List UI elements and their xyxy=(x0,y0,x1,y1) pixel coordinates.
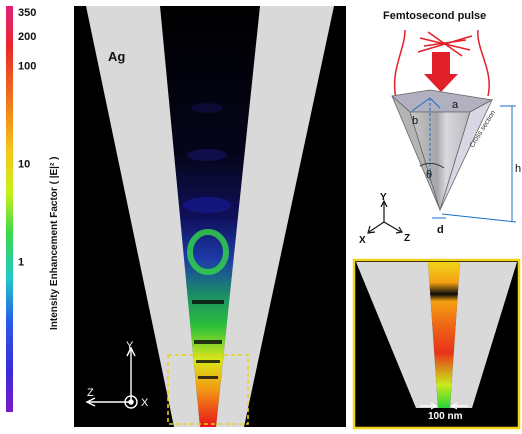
colorbar-tick-label: 350 xyxy=(18,7,36,19)
material-label: Ag xyxy=(108,49,125,64)
field-ring xyxy=(187,229,229,275)
colorbar-tick-label: 100 xyxy=(18,60,36,72)
schematic-axis-y: Y xyxy=(380,192,387,203)
schematic: Femtosecond pulse a b θ Cross section h … xyxy=(359,10,521,246)
zoom-panel-border xyxy=(352,258,521,430)
theta-arc xyxy=(419,162,445,169)
colorbar-label: Intensity Enhancement Factor ( |E|² ) xyxy=(49,157,60,330)
zoom-silver-right xyxy=(450,262,517,408)
cone-body-right xyxy=(439,99,493,211)
field-gap xyxy=(160,6,260,427)
label-b: b xyxy=(412,115,418,127)
silver-tip-right xyxy=(216,6,334,427)
schematic-dimensions xyxy=(411,97,517,223)
label-h: h xyxy=(515,163,521,175)
silver-tip-left xyxy=(86,6,200,427)
field-band xyxy=(196,360,220,363)
colorbar-gradient xyxy=(6,6,13,412)
zoom-region-box xyxy=(167,354,249,425)
field-lobe xyxy=(187,149,227,161)
label-a: a xyxy=(452,99,459,111)
axis-y-label: Y xyxy=(126,340,134,352)
zoom-panel: 100 nm xyxy=(352,258,521,430)
field-lobe xyxy=(191,103,223,113)
colorbar-ticks: 350 200 100 10 1 xyxy=(18,7,36,268)
zoom-field xyxy=(428,262,460,408)
colorbar-tick-label: 1 xyxy=(18,256,24,268)
colorbar-tick-label: 10 xyxy=(18,158,30,170)
scale-bar xyxy=(420,402,468,410)
schematic-axis-z: Z xyxy=(404,233,410,244)
colorbar: 350 200 100 10 1 Intensity Enhancement Facto… xyxy=(6,6,60,412)
pulse-beam xyxy=(393,29,490,99)
schematic-axes xyxy=(367,199,403,234)
label-theta: θ xyxy=(426,169,432,181)
zoom-silver-left xyxy=(356,262,438,408)
field-band xyxy=(192,300,224,304)
main-axes xyxy=(85,346,138,409)
field-lobe xyxy=(183,197,231,213)
pulse-arrow xyxy=(424,52,458,92)
colorbar-tick-label: 200 xyxy=(18,31,36,43)
field-band xyxy=(194,340,222,344)
axis-x-label: X xyxy=(141,397,149,409)
main-panel: Ag Y Z X xyxy=(74,6,346,427)
schematic-axis-x: X xyxy=(359,235,366,246)
scale-bar-label: 100 nm xyxy=(428,411,463,422)
schematic-title: Femtosecond pulse xyxy=(383,10,486,22)
field-band xyxy=(198,376,218,379)
label-d: d xyxy=(437,224,444,236)
axis-z-label: Z xyxy=(87,387,94,399)
